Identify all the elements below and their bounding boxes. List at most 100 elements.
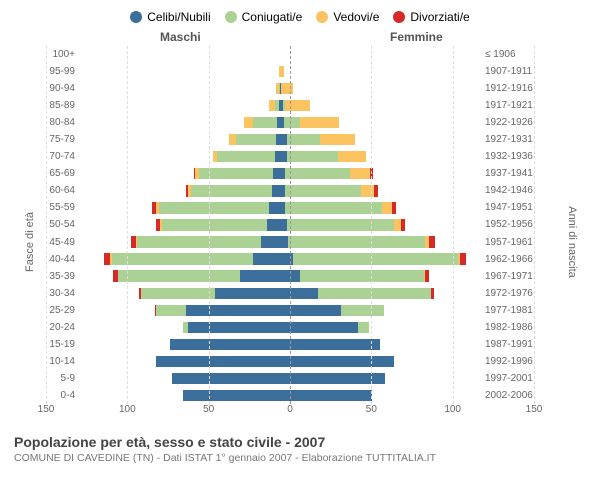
legend-swatch xyxy=(393,11,405,23)
male-side xyxy=(78,97,280,114)
legend-item: Celibi/Nubili xyxy=(130,10,210,24)
bar-segment-cel xyxy=(261,235,280,248)
gridline xyxy=(371,46,372,404)
age-label: 25-29 xyxy=(46,305,78,316)
header-female: Femmine xyxy=(390,30,443,44)
bar-segment-cel xyxy=(280,218,287,231)
bar-segment-cel xyxy=(280,338,380,351)
bar-segment-con xyxy=(217,150,275,163)
age-label: 55-59 xyxy=(46,202,78,213)
bar-segment-con xyxy=(285,184,360,197)
birth-year-label: 1912-1916 xyxy=(482,83,534,94)
legend-item: Vedovi/e xyxy=(316,10,379,24)
male-side xyxy=(78,353,280,370)
bar-segment-ved xyxy=(280,65,284,78)
x-tick: 150 xyxy=(38,404,55,415)
birth-year-label: 1937-1941 xyxy=(482,168,534,179)
gender-headers: Maschi Femmine xyxy=(10,30,590,46)
bar-segment-cel xyxy=(253,252,280,265)
population-pyramid-chart: Celibi/Nubili Coniugati/e Vedovi/e Divorzia… xyxy=(0,0,600,500)
bar-segment-con xyxy=(318,287,431,300)
bar-segment-div xyxy=(374,184,378,197)
bar-area xyxy=(78,251,482,268)
bar-segment-cel xyxy=(280,287,318,300)
age-label: 20-24 xyxy=(46,322,78,333)
birth-year-label: 1972-1976 xyxy=(482,288,534,299)
bar-area xyxy=(78,46,482,63)
bar-segment-con xyxy=(287,218,395,231)
bar-segment-con xyxy=(287,150,338,163)
bar-area xyxy=(78,319,482,336)
bar-segment-cel xyxy=(280,321,358,334)
bar-segment-ved xyxy=(382,201,391,214)
bar-segment-con xyxy=(300,269,424,282)
bar-area xyxy=(78,131,482,148)
bar-segment-con xyxy=(341,304,384,317)
bar-segment-ved xyxy=(394,218,401,231)
age-label: 70-74 xyxy=(46,151,78,162)
age-label: 0-4 xyxy=(46,390,78,401)
gridline xyxy=(209,46,210,404)
plot-area: Fasce di età Anni di nascita 100+≤ 19069… xyxy=(10,46,590,426)
legend-label: Celibi/Nubili xyxy=(147,10,210,24)
bar-area xyxy=(78,370,482,387)
bar-segment-ved xyxy=(244,116,253,129)
x-axis: 05050100100150150 xyxy=(46,404,534,426)
bar-area xyxy=(78,165,482,182)
bar-segment-con xyxy=(141,287,215,300)
legend-item: Divorziati/e xyxy=(393,10,469,24)
bar-area xyxy=(78,268,482,285)
male-side xyxy=(78,285,280,302)
bar-segment-con xyxy=(285,167,350,180)
bar-segment-con xyxy=(293,252,457,265)
age-label: 65-69 xyxy=(46,168,78,179)
bar-segment-con xyxy=(112,252,253,265)
bar-segment-con xyxy=(253,116,277,129)
age-label: 45-49 xyxy=(46,237,78,248)
pyramid-rows: 100+≤ 190695-991907-191190-941912-191685… xyxy=(46,46,534,404)
bar-segment-con xyxy=(288,235,425,248)
chart-footer: Popolazione per età, sesso e stato civil… xyxy=(10,426,590,464)
age-label: 85-89 xyxy=(46,100,78,111)
age-label: 60-64 xyxy=(46,185,78,196)
x-tick: 100 xyxy=(119,404,136,415)
footer-subtitle: COMUNE DI CAVEDINE (TN) - Dati ISTAT 1° … xyxy=(14,452,590,464)
gridline xyxy=(453,46,454,404)
bar-area xyxy=(78,148,482,165)
male-side xyxy=(78,165,280,182)
legend-label: Divorziati/e xyxy=(410,10,469,24)
bar-segment-div xyxy=(431,287,434,300)
male-side xyxy=(78,131,280,148)
bar-segment-cel xyxy=(280,372,385,385)
male-side xyxy=(78,46,280,63)
bar-segment-ved xyxy=(338,150,366,163)
bar-segment-con xyxy=(199,167,273,180)
bar-segment-cel xyxy=(267,218,280,231)
legend-item: Coniugati/e xyxy=(225,10,303,24)
gridline xyxy=(46,46,47,404)
x-tick: 50 xyxy=(366,404,377,415)
bar-segment-ved xyxy=(285,99,309,112)
gridline xyxy=(127,46,128,404)
birth-year-label: 1962-1966 xyxy=(482,254,534,265)
x-tick: 150 xyxy=(526,404,543,415)
bar-segment-cel xyxy=(280,235,288,248)
bar-segment-ved xyxy=(300,116,339,129)
legend-swatch xyxy=(225,11,237,23)
bar-segment-con xyxy=(358,321,369,334)
male-side xyxy=(78,319,280,336)
legend-label: Vedovi/e xyxy=(333,10,379,24)
bar-segment-div xyxy=(460,252,465,265)
age-label: 80-84 xyxy=(46,117,78,128)
bar-segment-cel xyxy=(280,389,372,402)
bar-area xyxy=(78,216,482,233)
birth-year-label: 1947-1951 xyxy=(482,202,534,213)
birth-year-label: 1957-1961 xyxy=(482,237,534,248)
male-side xyxy=(78,114,280,131)
bar-segment-con xyxy=(236,133,276,146)
birth-year-label: 1922-1926 xyxy=(482,117,534,128)
bar-segment-cel xyxy=(280,150,287,163)
bar-segment-con xyxy=(137,235,261,248)
age-label: 100+ xyxy=(46,49,78,60)
bar-segment-cel xyxy=(240,269,280,282)
